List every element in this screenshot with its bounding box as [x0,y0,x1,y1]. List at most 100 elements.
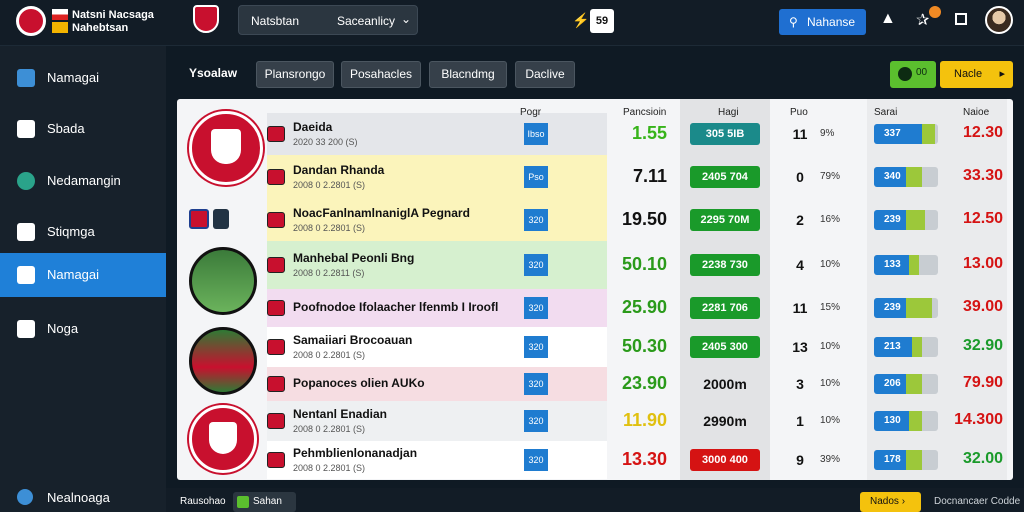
club-logo-icon [16,6,46,36]
progress-label: 340 [884,171,901,182]
search-dropdown[interactable]: Natsbtan Saceanlicy ⌄ [238,5,418,35]
value-badge: 2405 300 [690,336,760,358]
counter-badge: 59 [590,9,614,33]
tab-daclive[interactable]: Daclive [515,61,575,88]
flag-icon [213,209,229,229]
position-badge: Ibso [524,123,548,145]
progress-fill-secondary [909,255,919,275]
progress-fill [874,255,909,275]
value-badge: 3000 400 [690,449,760,471]
position-badge: 320 [524,449,548,471]
score-value: 39.00 [962,298,1003,315]
club-flag-icon [267,376,285,392]
player-name[interactable]: Daeida [293,120,333,134]
user-action-icon[interactable]: ✰ [916,12,930,29]
position-badge: 320 [524,297,548,319]
table-row[interactable]: Daeida 2020 33 200 (S) Ibso 1.55 305 5IB 11 9%… [177,113,1013,155]
chart-icon [17,223,35,241]
row-background [267,401,607,441]
column-header[interactable]: Pancsioin [623,107,667,118]
club-flag-icon [267,413,285,429]
window-icon[interactable] [955,13,967,25]
progress-label: 206 [884,378,901,389]
score-value: 12.50 [962,210,1003,227]
status-button[interactable]: Sahan [233,492,296,512]
sidebar-item-sbada[interactable]: Sbada [0,107,166,151]
table-row[interactable]: Samaiiari Brocoauan 2008 0 2.2801 (S) 320 5… [177,327,1013,367]
club-crest-icon [189,405,257,473]
next-button[interactable]: Nados › [860,492,921,512]
count-value: 1 [796,413,804,429]
progress-fill-secondary [912,337,922,357]
value-badge: 2238 730 [690,254,760,276]
avatar[interactable] [985,6,1013,34]
flag-icon [52,22,68,33]
table-row[interactable]: Dandan Rhanda 2008 0 2.2801 (S) Pso 7.11 240… [177,155,1013,199]
column-header[interactable]: Naioe [963,107,990,118]
value-badge: 2281 706 [690,297,760,319]
row-background [267,155,607,199]
chevron-down-icon: ⌄ [401,12,412,26]
flag-icon [189,209,209,229]
rating-value: 50.10 [621,254,667,274]
player-name[interactable]: Pehmblienlonanadjan [293,446,418,460]
row-background [267,199,607,241]
score-value: 32.00 [962,450,1003,467]
column-header[interactable]: Hagi [718,107,739,118]
table-row[interactable]: Nentanl Enadian 2008 0 2.2801 (S) 320 11.90… [177,401,1013,441]
player-name[interactable]: Samaiiari Brocoauan [293,333,413,347]
progress-fill-secondary [906,450,922,470]
player-sub: 2008 0 2.2801 (S) [293,350,366,360]
top-bar: Natsni Nacsaga Nahebtsan Natsbtan Sacean… [0,0,1024,46]
value-badge: 2295 70M [690,209,760,231]
rating-value: 11.90 [622,410,667,430]
player-name[interactable]: NoacFanlnamlnaniglA Pegnard [293,206,470,220]
count-value: 4 [796,257,804,273]
app-title: Natsni Nacsaga Nahebtsan [72,9,154,34]
count-value: 0 [796,169,804,185]
bell-icon[interactable]: ▲ [880,10,896,27]
club-flag-icon [267,126,285,142]
filter-toggle[interactable]: 00 [890,61,936,88]
progress-bar: 239 [874,210,938,230]
table-row[interactable]: Manhebal Peonli Bng 2008 0 2.2811 (S) 320 5… [177,241,1013,289]
sidebar-item-namagai-active[interactable]: Namagai [0,253,166,297]
sidebar-item-namagai[interactable]: Namagai [0,56,166,100]
progress-label: 133 [884,259,901,270]
column-header[interactable]: Sarai [874,107,898,118]
check-icon [237,496,249,508]
player-name[interactable]: Nentanl Enadian [293,407,388,421]
table-row[interactable]: Poofnodoe Ifolaacher lfenmb I Iroofl 320 2… [177,289,1013,327]
player-name[interactable]: Popanoces olien AUKo [293,376,425,390]
sidebar-item-nedamangin[interactable]: Nedamangin [0,159,166,203]
column-header[interactable]: Pogr [520,107,542,118]
search-button[interactable]: ⚲ Nahanse [779,9,866,35]
progress-fill [874,124,922,144]
player-name[interactable]: Dandan Rhanda [293,163,385,177]
player-name[interactable]: Manhebal Peonli Bng [293,251,415,265]
count-value: 11 [792,300,808,316]
tab-plansrongo[interactable]: Plansrongo [256,61,334,88]
tab-posahacles[interactable]: Posahacles [341,61,421,88]
score-value: 14.300 [954,411,1003,428]
column-header[interactable]: Puo [790,107,808,118]
table-row[interactable]: Popanoces olien AUKo 320 23.90 2000m 3 10% 20… [177,367,1013,401]
box-icon [17,320,35,338]
player-name[interactable]: Poofnodoe Ifolaacher lfenmb I Iroofl [293,300,499,314]
globe-icon [17,172,35,190]
row-background [267,441,607,479]
table-row[interactable]: Pehmblienlonanadjan 2008 0 2.2801 (S) 320 1… [177,441,1013,479]
sidebar-item-noga[interactable]: Noga [0,307,166,351]
table-row[interactable]: NoacFanlnamlnaniglA Pegnard 2008 0 2.2801… [177,199,1013,241]
club-badge-icon[interactable] [193,5,219,33]
tab-blacndmg[interactable]: Blacndmg [429,61,507,88]
club-flag-icon [267,212,285,228]
player-sub: 2008 0 2.2801 (S) [293,223,366,233]
progress-bar: 133 [874,255,938,275]
sidebar-item-label: Namagai [47,267,100,282]
row-background [267,289,607,327]
cta-button[interactable]: Nacle ▸ [940,61,1013,88]
player-photo [189,327,257,395]
percent-value: 9% [820,128,835,139]
sidebar-item-stiqmga[interactable]: Stiqmga [0,210,166,254]
